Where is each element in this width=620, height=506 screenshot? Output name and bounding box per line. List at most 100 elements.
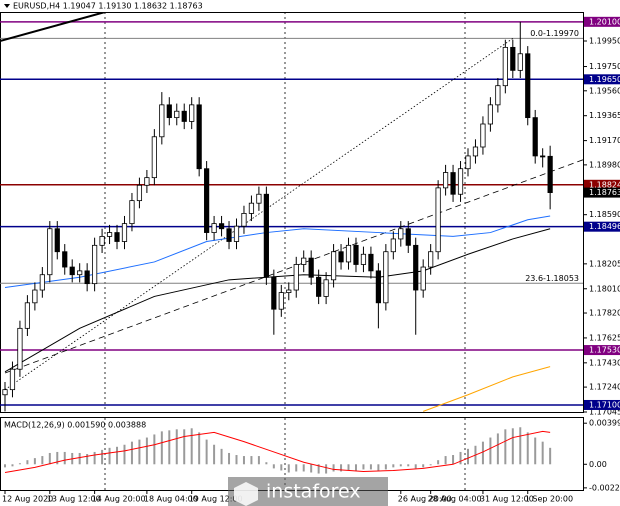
trendline (0, 12, 106, 42)
candle-body (428, 251, 434, 268)
y-tick-label: 1.18980 (589, 160, 620, 169)
candle-body (99, 235, 105, 246)
candle-body (525, 53, 531, 119)
candle-body (159, 104, 165, 138)
level-label: 1.18824 (589, 180, 620, 189)
candle-body (338, 251, 344, 263)
main-plot: 0.0-1.19970 23.6-1.18053 (0, 12, 583, 412)
candle-body (114, 232, 120, 242)
macd-label: MACD(12,26,9) 0.001590 0.003888 (4, 421, 146, 430)
watermark-text: instaforex (266, 481, 361, 503)
candle-body (301, 257, 307, 265)
candle-body (278, 292, 284, 310)
candle-body (181, 110, 187, 122)
candle-body (32, 289, 38, 304)
candle-body (286, 289, 292, 293)
level-label-box (584, 399, 620, 410)
x-tick-label: 18 Aug 04:00 (144, 495, 198, 504)
y-tick-label: 1.17240 (589, 383, 620, 392)
macd-tick-label: 0.003994 (589, 419, 620, 428)
candle-body (517, 53, 523, 71)
y-tick-label: 1.18205 (589, 259, 620, 268)
candle-body (353, 244, 359, 265)
y-tick-label: 1.19170 (589, 136, 620, 145)
macd-tick-label: -0.002293 (589, 483, 620, 492)
candle-body (248, 202, 255, 214)
level-label: 1.18496 (589, 222, 620, 231)
candle-body (435, 187, 441, 253)
candle-body (136, 184, 143, 202)
current-price-box (584, 187, 620, 198)
macd-plot (4, 427, 552, 474)
candle-body (398, 228, 404, 240)
y-tick-label: 1.17430 (589, 358, 620, 367)
x-tick-label: 31 Aug 12:00 (480, 495, 534, 504)
trendline (4, 159, 583, 374)
candle-body (405, 228, 411, 246)
x-tick-label: 12 Aug 2020 (2, 495, 53, 504)
x-tick-label: 13 Aug 12:00 (47, 495, 101, 504)
candle-body (547, 155, 553, 193)
candle-body (218, 223, 225, 230)
x-tick-label: 28 Aug 04:00 (428, 495, 482, 504)
level-label-box (584, 16, 620, 27)
candle-body (368, 253, 374, 272)
current-price-label: 1.18763 (589, 188, 620, 197)
x-tick-label: 26 Aug 20:00 (398, 495, 452, 504)
candle-body (106, 232, 113, 237)
candle-body (211, 223, 217, 233)
level-label: 1.20100 (589, 17, 620, 26)
trendline (4, 38, 514, 390)
candle-body (151, 136, 157, 179)
level-label-box (584, 345, 620, 356)
candle-body (532, 117, 538, 157)
candle-body (166, 104, 172, 119)
watermark-logo (234, 482, 258, 506)
candle-body (293, 264, 299, 291)
candle-body (77, 270, 83, 276)
candle-body (92, 244, 98, 285)
y-tick-label: 1.19750 (589, 62, 620, 71)
candle-body (263, 193, 269, 278)
candle-body (316, 276, 322, 297)
candle-body (226, 228, 232, 242)
x-tick-label: 19 Aug 12:00 (189, 495, 243, 504)
y-tick-label: 1.19365 (589, 111, 620, 120)
candle-body (129, 200, 135, 225)
candle-body (189, 104, 195, 122)
axes: 1.19950 1.19750 1.19560 1.19365 1.19170 1.189… (2, 16, 620, 504)
moving-average (423, 366, 551, 412)
candle-body (144, 177, 150, 186)
candle-body (510, 46, 516, 71)
candle-body (69, 266, 75, 276)
candle-body (450, 172, 456, 195)
candle-body (271, 276, 277, 310)
candle-body (390, 238, 396, 253)
y-tick-label: 1.19560 (589, 86, 620, 95)
level-label: 1.17100 (589, 400, 620, 409)
candle-body (420, 266, 426, 291)
x-tick-label: 14 Aug 20:00 (92, 495, 146, 504)
candle-body (383, 251, 389, 304)
candle-body (24, 302, 31, 329)
candle-body (375, 270, 381, 304)
moving-average (4, 228, 551, 373)
candle-body (345, 244, 352, 263)
candle-body (330, 251, 337, 281)
candle-body (233, 225, 240, 242)
candle-body (174, 110, 180, 119)
chart-header: EURUSD,H4 1.19047 1.19130 1.18632 1.1876… (13, 2, 203, 11)
main-pane (0, 12, 584, 413)
candle-body (323, 279, 329, 297)
macd-tick-label: 0.00 (589, 460, 607, 469)
candle-body (360, 253, 367, 265)
candle-body (540, 155, 546, 158)
level-label-box (584, 74, 620, 85)
candle-body (204, 168, 210, 233)
symbol-menu-icon (4, 4, 10, 8)
y-tick-label: 1.17625 (589, 333, 620, 342)
candle-body (480, 123, 486, 148)
fib-level-label: 23.6-1.18053 (525, 274, 579, 283)
y-tick-label: 1.18590 (589, 210, 620, 219)
